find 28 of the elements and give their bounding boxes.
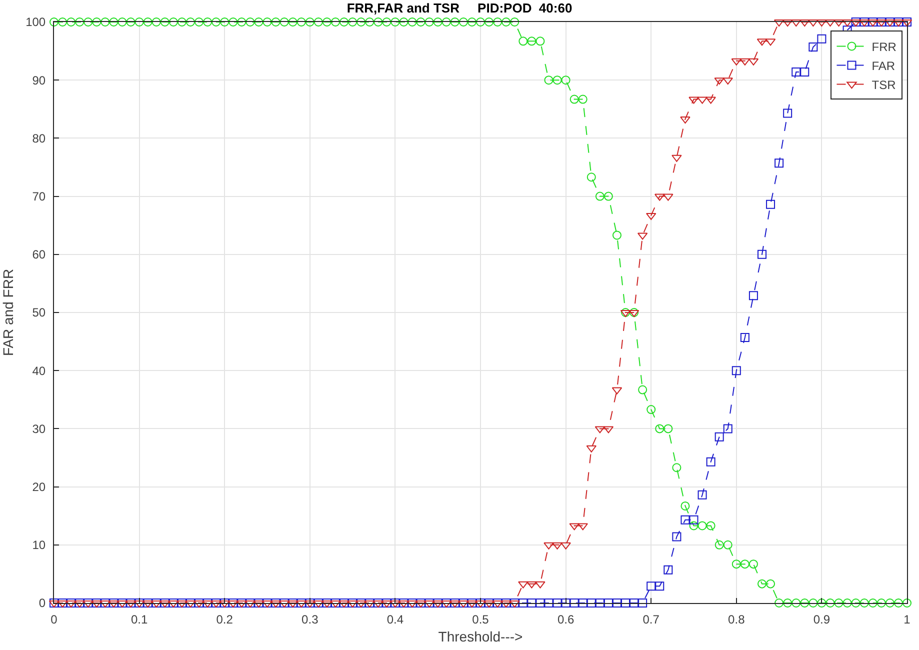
y-tick-label: 50 bbox=[32, 306, 46, 320]
x-tick-label: 0.7 bbox=[642, 612, 660, 626]
x-tick-label: 0.3 bbox=[302, 612, 319, 626]
chart-title: FRR,FAR and TSR PID:POD 40:60 bbox=[346, 0, 572, 16]
x-tick-label: 0.8 bbox=[728, 612, 746, 626]
y-axis-title: FAR and FRR bbox=[0, 268, 16, 356]
x-axis-title: Threshold---> bbox=[438, 628, 523, 645]
legend-label: FAR bbox=[872, 58, 896, 73]
x-tick-label: 0.4 bbox=[386, 612, 404, 626]
y-tick-label: 100 bbox=[26, 15, 46, 30]
x-tick-label: 1 bbox=[904, 612, 911, 626]
x-tick-label: 0.5 bbox=[472, 612, 490, 626]
y-tick-label: 60 bbox=[32, 248, 46, 262]
y-tick-label: 10 bbox=[32, 538, 46, 552]
x-tick-label: 0.9 bbox=[813, 612, 830, 626]
y-tick-label: 90 bbox=[32, 73, 46, 88]
y-tick-label: 70 bbox=[32, 190, 46, 204]
x-tick-label: 0.2 bbox=[216, 612, 234, 626]
y-tick-label: 30 bbox=[32, 422, 46, 436]
x-tick-label: 0 bbox=[50, 612, 58, 626]
y-tick-label: 20 bbox=[32, 480, 46, 494]
y-tick-label: 80 bbox=[32, 131, 46, 146]
legend-label: TSR bbox=[872, 78, 896, 92]
y-tick-label: 40 bbox=[32, 364, 46, 378]
x-tick-label: 0.1 bbox=[130, 612, 148, 626]
y-tick-label: 0 bbox=[38, 596, 46, 610]
x-tick-label: 0.6 bbox=[557, 612, 574, 626]
legend-label: FRR bbox=[872, 40, 897, 54]
